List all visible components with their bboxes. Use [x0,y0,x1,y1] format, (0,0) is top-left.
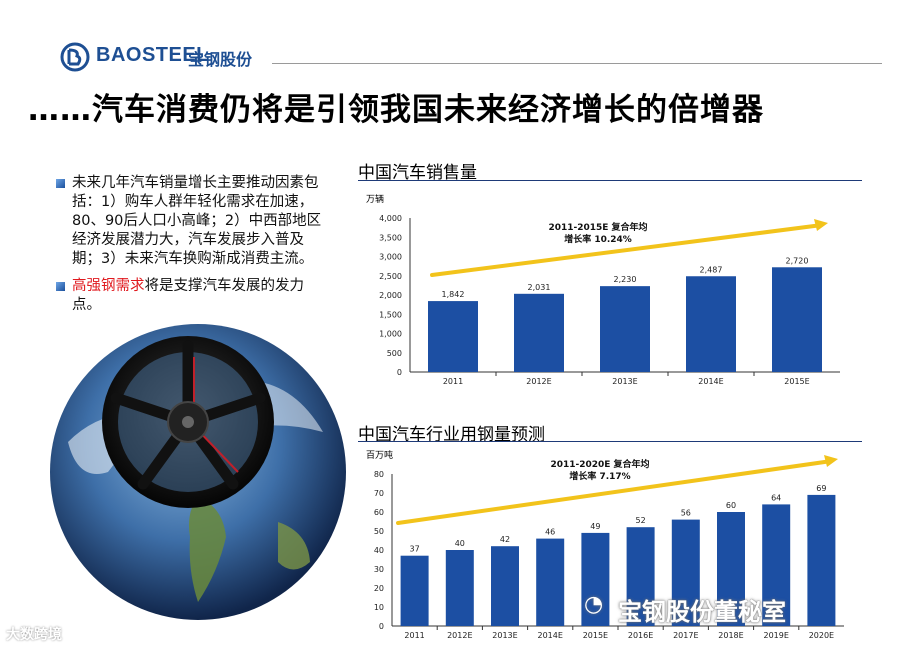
x-tick-label: 2013E [612,377,637,386]
bar-value-label: 49 [590,522,600,531]
y-tick-label: 4,000 [379,214,402,223]
x-tick-label: 2017E [673,631,698,640]
chart2-title-rule [358,441,862,442]
y-tick-label: 30 [374,565,384,574]
bar [686,276,736,372]
x-tick-label: 2011 [404,631,424,640]
bar [600,286,650,372]
chart2-title: 中国汽车行业用钢量预测 [358,425,545,445]
bullet-item: 高强钢需求将是支撑汽车发展的发力点。 [56,277,326,315]
bar-value-label: 64 [771,493,781,502]
x-tick-label: 2015E [583,631,608,640]
sales-chart: 万辆 0 500 1,000 1,500 2,000 2,500 3,000 3,500 4,00… [366,193,840,386]
logo-text: BAOSTEEL [96,44,209,66]
x-tick-label: 2016E [628,631,653,640]
bar-value-label: 37 [410,545,420,554]
bar-value-label: 2,230 [614,275,637,284]
y-tick-label: 3,000 [379,253,402,262]
cagr-annotation-line2: 增长率 7.17% [569,470,630,482]
bar-value-label: 2,720 [786,256,809,265]
bar [491,546,519,626]
x-tick-label: 2012E [526,377,551,386]
y-tick-label: 40 [374,546,384,555]
y-tick-label: 1,000 [379,330,402,339]
x-tick-label: 2011 [443,377,463,386]
y-tick-label: 3,500 [379,233,402,242]
bar-value-label: 1,842 [442,290,465,299]
y-axis-unit: 百万吨 [366,449,393,461]
x-tick-label: 2014E [698,377,723,386]
slide-title: ……汽车消费仍将是引领我国未来经济增长的倍增器 [28,92,764,128]
trend-arrow-line [430,223,820,277]
y-tick-label: 20 [374,584,384,593]
x-tick-label: 2019E [763,631,788,640]
bullet-square-icon [56,179,65,188]
x-tick-label: 2018E [718,631,743,640]
bar-value-label: 46 [545,528,555,537]
bullet-highlight: 高强钢需求 [72,278,145,294]
bar-value-label: 42 [500,535,510,544]
corner-watermark: 大数跨境 [6,627,62,643]
y-tick-label: 500 [387,349,402,358]
bar [428,301,478,372]
baosteel-logo-icon [60,42,90,72]
header-divider [272,63,882,64]
trend-arrow-line [396,459,830,525]
bar [717,512,745,626]
y-tick-label: 1,500 [379,310,402,319]
x-tick-label: 2013E [492,631,517,640]
bar [445,550,474,626]
x-tick-label: 2020E [809,631,834,640]
x-tick-label: 2012E [447,631,472,640]
bar-value-label: 2,487 [700,265,723,274]
bar [514,293,564,372]
bullet-text: 未来几年汽车销量增长主要推动因素包括：1）购车人群年轻化需求在加速，80、90后… [72,175,322,267]
x-tick-label: 2014E [537,631,562,640]
y-tick-label: 10 [374,603,384,612]
bullet-square-icon [56,282,65,291]
bar [536,538,565,626]
bar-value-label: 60 [726,501,736,510]
bar [762,504,791,626]
y-tick-label: 50 [374,527,384,536]
x-tick-label: 2015E [784,377,809,386]
bullet-item: 未来几年汽车销量增长主要推动因素包括：1）购车人群年轻化需求在加速，80、90后… [56,174,326,269]
y-tick-label: 60 [374,508,384,517]
trend-arrow-head [814,219,828,231]
y-axis-unit: 万辆 [366,193,384,205]
chart1-title-rule [358,180,862,181]
bar-value-label: 52 [636,516,646,525]
logo-cn-text: 宝钢股份 [188,50,253,69]
bar [400,555,429,626]
trend-arrow-head [824,455,838,467]
bar [581,532,610,626]
steel-chart: 百万吨 0 10 20 30 40 50 60 70 80 37 2011 40 2012E 42 2013E… [366,449,844,640]
y-tick-label: 70 [374,489,384,498]
bar-value-label: 56 [681,509,691,518]
bar-value-label: 40 [455,539,465,548]
bar [671,519,700,626]
chart1-title: 中国汽车销售量 [358,163,477,183]
bar [772,267,822,372]
bar [807,494,836,626]
y-tick-label: 80 [374,470,384,479]
y-tick-label: 2,500 [379,272,402,281]
earth-wheel-image [50,324,346,620]
bar [626,527,655,626]
bar-value-label: 69 [816,484,826,493]
cagr-annotation-line1: 2011-2015E 复合年均 [548,221,647,233]
bullet-list: 未来几年汽车销量增长主要推动因素包括：1）购车人群年轻化需求在加速，80、90后… [56,174,326,323]
cagr-annotation-line1: 2011-2020E 复合年均 [550,458,649,470]
y-tick-label: 0 [379,622,384,631]
slide-header: BAOSTEEL 宝钢股份 [0,0,900,80]
watermark-text: 宝钢股份董秘室 [618,598,786,626]
bullet-text: 将是支撑汽车发展的发力点。 [72,278,304,313]
cagr-annotation-line2: 增长率 10.24% [564,233,632,245]
wechat-icon: ◔ [584,592,604,617]
y-tick-label: 0 [397,368,402,377]
bar-value-label: 2,031 [528,283,551,292]
y-tick-label: 2,000 [379,291,402,300]
